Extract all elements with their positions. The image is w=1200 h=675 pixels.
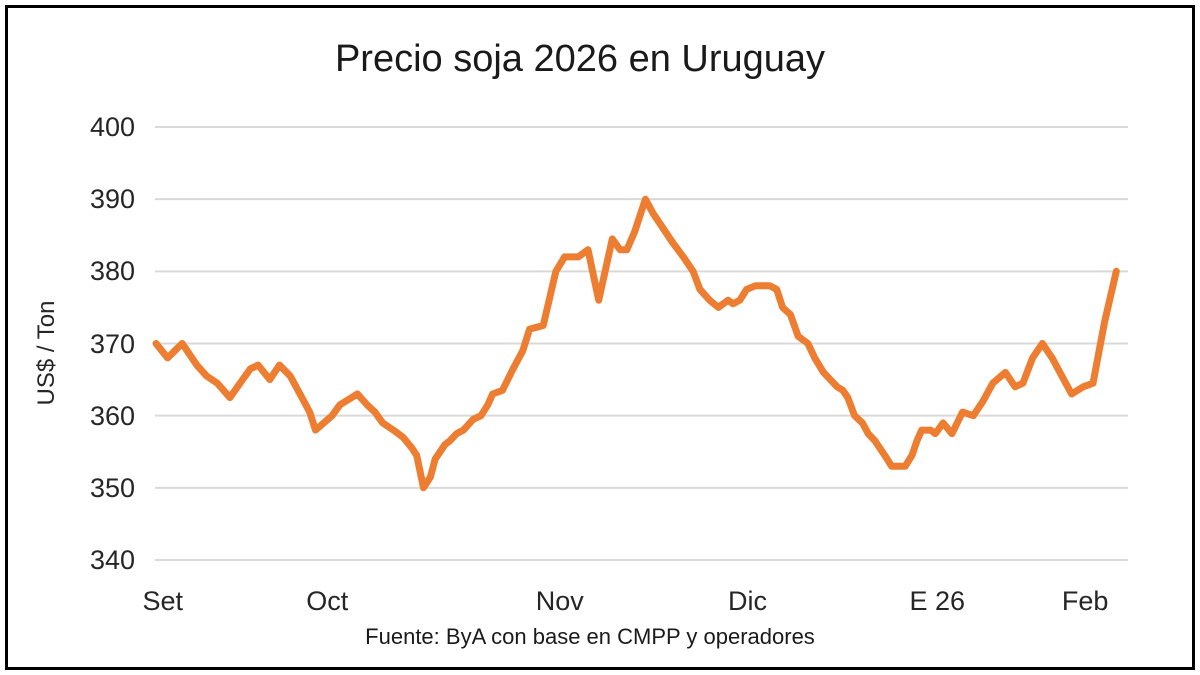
x-tick-label-oct: Oct [306, 586, 349, 616]
y-tick-label-380: 380 [89, 256, 135, 287]
y-tick-label-370: 370 [89, 328, 135, 359]
x-tick-label-set: Set [142, 586, 184, 616]
y-tick-label-350: 350 [89, 472, 135, 503]
chart-title: Precio soja 2026 en Uruguay [334, 38, 826, 80]
source-note: Fuente: ByA con base en CMPP y operadore… [365, 624, 815, 649]
y-tick-label-400: 400 [89, 112, 135, 142]
x-tick-label-nov: Nov [535, 586, 584, 616]
x-tick-label-dic: Dic [728, 586, 768, 616]
y-tick-label-340: 340 [89, 545, 135, 575]
y-tick-label-360: 360 [89, 400, 135, 431]
x-tick-label-e-26: E 26 [909, 586, 966, 616]
x-tick-label-feb: Feb [1061, 586, 1109, 616]
price-line [152, 195, 1120, 492]
y-tick-label-390: 390 [89, 184, 135, 215]
